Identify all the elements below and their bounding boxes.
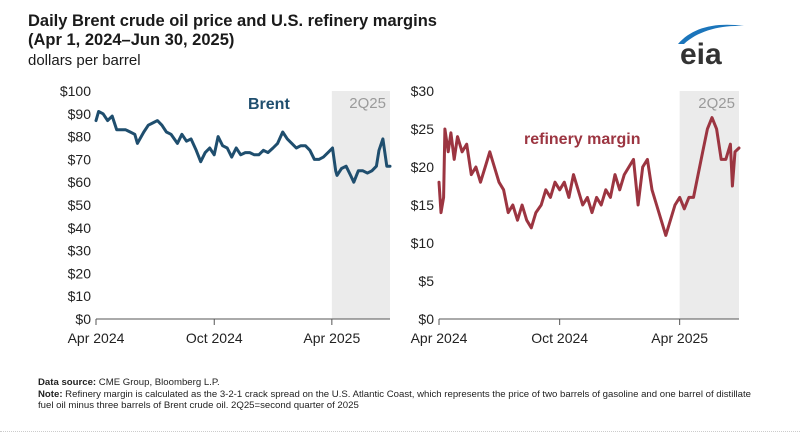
brent-x-tick-label: Apr 2024 — [68, 330, 125, 346]
refinery-x-tick-label: Apr 2024 — [411, 330, 468, 346]
eia-logo-text: eia — [680, 38, 722, 70]
footnote-source-label: Data source: — [38, 377, 97, 388]
footnote-note: Note: Refinery margin is calculated as t… — [38, 389, 768, 412]
refinery-y-tick-label: $15 — [411, 197, 435, 213]
refinery-shaded-quarter — [679, 91, 739, 319]
brent-quarter-label: 2Q25 — [349, 95, 386, 112]
brent-series-line — [94, 110, 392, 184]
footnote-source: Data source: CME Group, Bloomberg L.P. — [38, 377, 768, 389]
chart-title-line2: (Apr 1, 2024–Jun 30, 2025) — [28, 31, 235, 49]
brent-shaded-quarter — [331, 91, 390, 319]
refinery-x-tick-label: Oct 2024 — [531, 330, 588, 346]
footnote-note-text: Refinery margin is calculated as the 3-2… — [38, 388, 751, 412]
brent-y-tick-label: $10 — [68, 288, 92, 304]
refinery-x-tick-label: Apr 2025 — [651, 330, 708, 346]
brent-y-tick-label: $50 — [68, 197, 92, 213]
refinery-y-tick-label: $20 — [411, 159, 435, 175]
brent-y-tick-label: $90 — [68, 106, 92, 122]
brent-y-tick-label: $70 — [68, 151, 92, 167]
chart-title: Daily Brent crude oil price and U.S. ref… — [28, 12, 437, 50]
brent-series-label: Brent — [248, 96, 290, 113]
brent-y-tick-label: $20 — [68, 265, 92, 281]
brent-panel: 2Q25 $0 $10 $20 $30 $40 $50 $60 $70 $80 $90 $100 Apr… — [60, 83, 392, 346]
brent-y-tick-label: $60 — [68, 174, 92, 190]
brent-x-tick-label: Apr 2025 — [303, 330, 360, 346]
brent-y-tick-label: $30 — [68, 243, 92, 259]
refinery-y-tick-label: $30 — [411, 83, 435, 99]
refinery-y-tick-label: $25 — [411, 121, 435, 137]
brent-y-tick-label: $40 — [68, 220, 92, 236]
brent-y-tick-label: $0 — [75, 311, 91, 327]
bottom-divider — [0, 431, 800, 432]
refinery-series-line — [437, 116, 741, 237]
eia-logo-swoosh — [678, 24, 744, 44]
brent-y-tick-label: $80 — [68, 129, 92, 145]
units-label: dollars per barrel — [28, 52, 141, 69]
brent-x-tick-label: Oct 2024 — [186, 330, 243, 346]
eia-logo[interactable]: eia — [674, 14, 748, 70]
chart-title-line1: Daily Brent crude oil price and U.S. ref… — [28, 12, 437, 30]
refinery-y-tick-label: $0 — [418, 311, 434, 327]
footnote-source-text: CME Group, Bloomberg L.P. — [96, 377, 220, 388]
brent-y-tick-label: $100 — [60, 83, 91, 99]
footnote: Data source: CME Group, Bloomberg L.P. N… — [38, 377, 768, 412]
footnote-note-label: Note: — [38, 388, 63, 400]
refinery-quarter-label: 2Q25 — [698, 95, 735, 112]
refinery-y-tick-label: $10 — [411, 235, 435, 251]
refinery-y-tick-label: $5 — [418, 273, 434, 289]
refinery-margin-series-label: refinery margin — [524, 131, 640, 148]
refinery-margin-panel: 2Q25 $0 $5 $10 $15 $20 $25 $30 Apr 2024 Oct 2024 A… — [411, 83, 741, 346]
